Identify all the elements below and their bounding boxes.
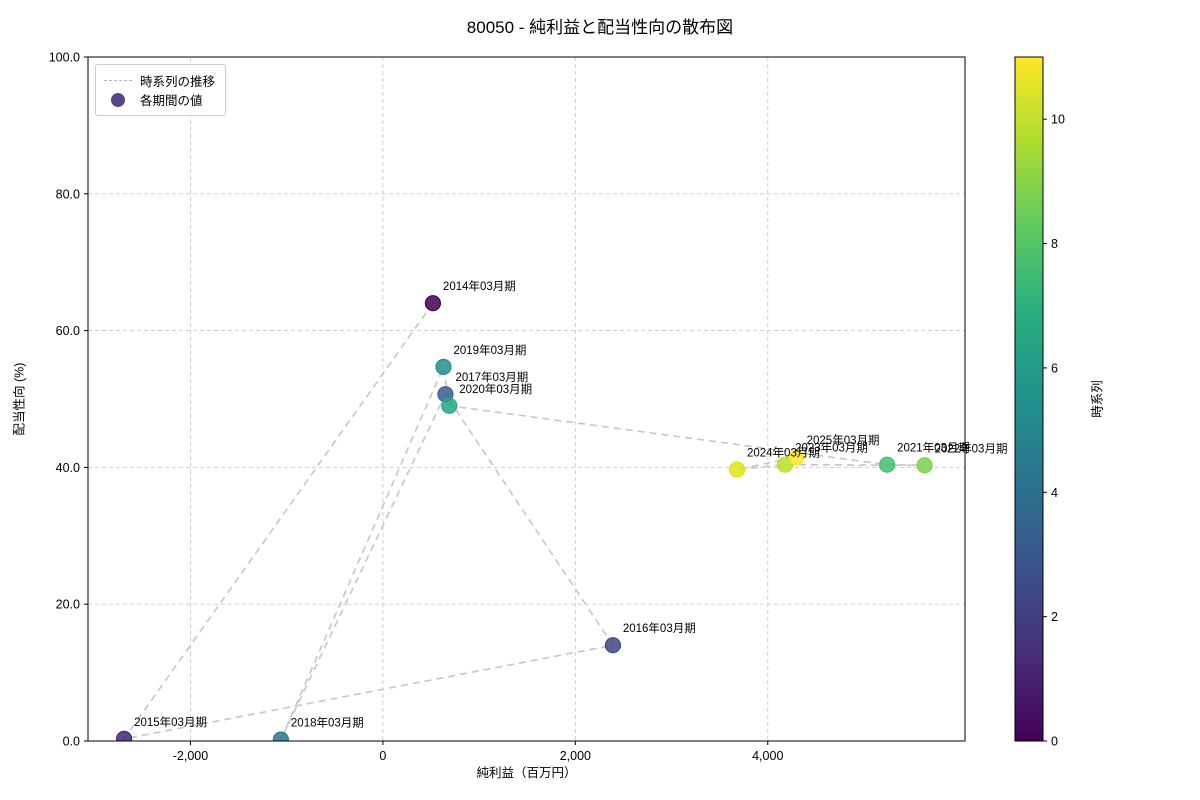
chart-title: 80050 - 純利益と配当性向の散布図 (466, 18, 734, 37)
plot-content (116, 295, 933, 741)
x-tick-label: 0 (379, 749, 386, 763)
point-label: 2014年03月期 (443, 279, 516, 293)
legend-line-label: 時系列の推移 (140, 75, 216, 89)
y-tick-label: 0.0 (63, 735, 80, 749)
marker-swatch (111, 92, 125, 107)
colorbar (1015, 57, 1043, 741)
scatter-point (878, 456, 896, 473)
x-tick-label: 2,000 (560, 749, 591, 763)
y-tick-label: 100.0 (49, 51, 80, 65)
colorbar-tick-label: 0 (1051, 735, 1058, 749)
y-tick-label: 20.0 (56, 598, 80, 612)
plot-frame (87, 56, 966, 742)
point-label: 2020年03月期 (459, 382, 532, 396)
legend-item-line: 時系列の推移 (104, 71, 215, 90)
scatter-point (116, 730, 133, 741)
scatter-point (916, 457, 933, 474)
colorbar-tick-label: 2 (1051, 610, 1058, 624)
scatter-point (272, 731, 289, 741)
scatter-point (435, 358, 452, 375)
colorbar-label: 時系列 (1090, 380, 1105, 418)
point-label: 2021年03月期 (897, 441, 970, 455)
x-tick-label: -2,000 (173, 749, 208, 763)
colorbar-tick-label: 6 (1051, 361, 1058, 375)
y-tick-label: 60.0 (56, 324, 80, 338)
legend-marker-label: 各期間の値 (140, 94, 203, 108)
dashed-line-swatch (104, 80, 132, 81)
point-label: 2022年03月期 (935, 441, 1008, 455)
point-label: 2019年03月期 (454, 343, 527, 357)
scatter-point (604, 637, 622, 654)
colorbar-tick-label: 4 (1051, 486, 1058, 500)
point-label: 2017年03月期 (455, 370, 528, 384)
point-label: 2016年03月期 (623, 621, 696, 635)
x-tick-label: 4,000 (752, 749, 783, 763)
colorbar-tick-label: 8 (1051, 237, 1058, 251)
scatter-point (776, 456, 794, 473)
colorbar-tick-label: 10 (1051, 113, 1065, 127)
point-label: 2018年03月期 (291, 716, 364, 730)
scatter-point (424, 295, 441, 312)
point-label: 2015年03月期 (134, 715, 207, 729)
legend-item-marker: 各期間の値 (104, 90, 215, 109)
scatter-point (441, 397, 458, 414)
colorbar-frame (1014, 56, 1044, 742)
point-label: 2023年03月期 (795, 441, 868, 455)
y-tick-label: 80.0 (56, 187, 80, 201)
scatter-point (788, 449, 805, 466)
x-axis-label: 純利益（百万円） (476, 766, 577, 780)
scatter-point (728, 461, 746, 478)
y-tick-label: 40.0 (56, 461, 80, 475)
time-series-path (122, 302, 925, 741)
y-axis-label: 配当性向 (%) (12, 362, 27, 436)
legend: 時系列の推移 各期間の値 (95, 64, 227, 116)
point-label: 2024年03月期 (747, 445, 820, 459)
point-label: 2025年03月期 (807, 433, 880, 447)
